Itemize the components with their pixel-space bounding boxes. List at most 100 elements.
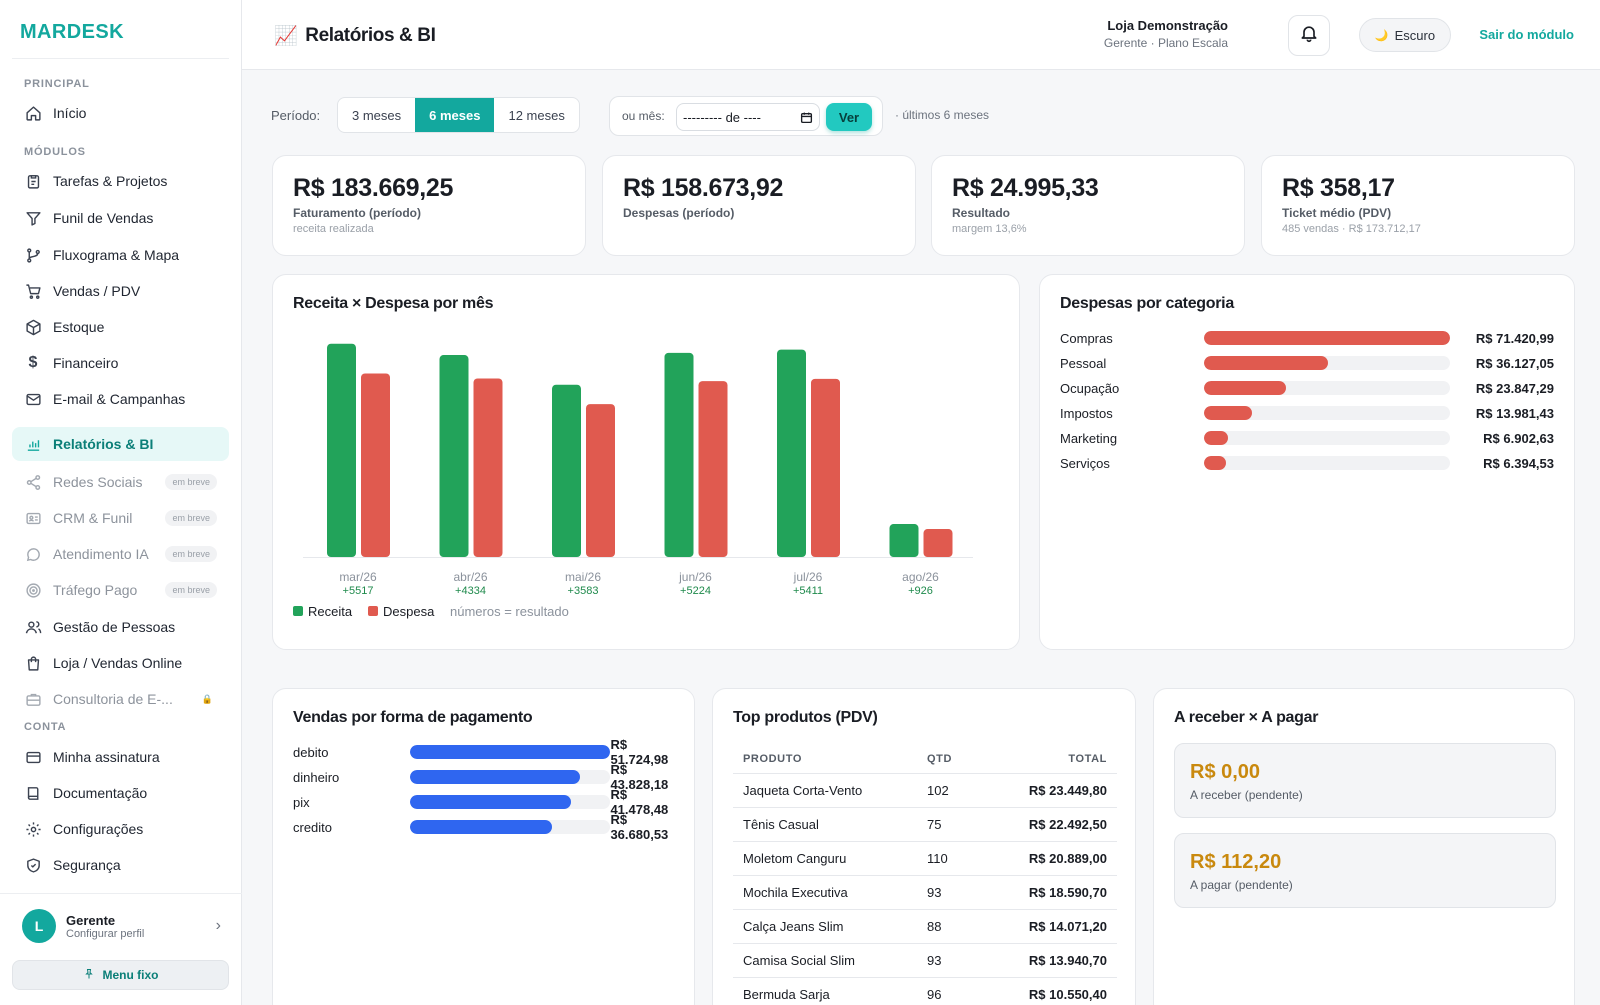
sidebar-item-trafego-pago[interactable]: Tráfego Pago em breve	[12, 573, 229, 607]
coming-soon-badge: em breve	[165, 510, 217, 526]
profile-button[interactable]: L Gerente Configurar perfil ›	[12, 906, 229, 946]
sidebar-item-gestao-pessoas[interactable]: Gestão de Pessoas	[12, 610, 229, 644]
sidebar: MARDESK PRINCIPAL Início MÓDULOS Tarefas…	[0, 0, 242, 1005]
receivables-payables-card: A receber × A pagar R$ 0,00 A receber (p…	[1153, 688, 1575, 1005]
sidebar-item-loja-online[interactable]: Loja / Vendas Online	[12, 646, 229, 680]
dark-mode-toggle[interactable]: 🌙 Escuro	[1359, 18, 1451, 52]
pin-menu-button[interactable]: Menu fixo	[12, 960, 229, 990]
payable-box: R$ 112,20 A pagar (pendente)	[1174, 833, 1556, 908]
brand-logo[interactable]: MARDESK	[20, 21, 124, 43]
sidebar-item-inicio[interactable]: Início	[12, 96, 229, 130]
expenses-category-card: Despesas por categoria Compras R$ 71.420,…	[1039, 274, 1575, 650]
payment-method-value: R$ 51.724,98	[610, 737, 669, 767]
expense-category-row: Impostos R$ 13.981,43	[1060, 404, 1554, 422]
period-selector: 3 meses 6 meses 12 meses	[337, 97, 580, 133]
box-icon	[24, 318, 42, 336]
bell-icon	[1299, 23, 1319, 48]
payment-method-value: R$ 36.680,53	[610, 812, 669, 842]
sidebar-item-label: Estoque	[53, 319, 105, 335]
sidebar-item-relatorios[interactable]: Relatórios & BI	[12, 427, 229, 461]
kpi-sub: receita realizada	[293, 223, 374, 235]
sidebar-item-seguranca[interactable]: Segurança	[12, 848, 229, 874]
sidebar-item-email[interactable]: E-mail & Campanhas	[12, 382, 229, 416]
payment-method-name: pix	[293, 794, 310, 810]
product-name: Moletom Canguru	[733, 840, 927, 875]
chart-result-label: +3583	[568, 585, 599, 597]
sidebar-item-funil[interactable]: Funil de Vendas	[12, 201, 229, 235]
notifications-button[interactable]	[1288, 15, 1330, 56]
sidebar-item-estoque[interactable]: Estoque	[12, 310, 229, 344]
dark-mode-label: Escuro	[1394, 27, 1436, 43]
expense-category-name: Marketing	[1060, 430, 1118, 446]
exit-module-link[interactable]: Sair do módulo	[1479, 27, 1574, 42]
sidebar-item-label: Loja / Vendas Online	[53, 655, 183, 671]
chart-bar-despesa-jun-26	[698, 381, 728, 557]
view-button[interactable]: Ver	[826, 103, 872, 131]
kpi-label: Faturamento (período)	[293, 206, 421, 220]
product-total: R$ 13.940,70	[997, 942, 1117, 977]
table-row[interactable]: Camisa Social Slim 93 R$ 13.940,70	[733, 942, 1117, 977]
chart-title: Receita × Despesa por mês	[293, 295, 494, 312]
kpi-label: Resultado	[952, 206, 1011, 220]
card-title: Top produtos (PDV)	[733, 709, 878, 726]
payment-method-name: dinheiro	[293, 769, 340, 785]
sidebar-item-atendimento-ia[interactable]: Atendimento IA em breve	[12, 537, 229, 571]
table-row[interactable]: Calça Jeans Slim 88 R$ 14.071,20	[733, 908, 1117, 943]
payment-method-row: debito R$ 51.724,98	[293, 737, 674, 767]
chart-x-tick-label: abr/26	[453, 570, 487, 584]
kpi-card-resultado: R$ 24.995,33 Resultado margem 13,6%	[931, 155, 1245, 256]
expense-category-row: Pessoal R$ 36.127,05	[1060, 354, 1554, 372]
chart-bar-receita-jul-26	[777, 349, 806, 557]
period-option-6[interactable]: 6 meses	[415, 98, 495, 132]
chat-icon	[24, 545, 42, 563]
sidebar-item-redes-sociais[interactable]: Redes Sociais em breve	[12, 465, 229, 499]
sidebar-item-crm[interactable]: CRM & Funil em breve	[12, 501, 229, 535]
top-products-table: PRODUTO QTD TOTAL Jaqueta Corta-Vento 102…	[733, 745, 1117, 1005]
page-title-text: Relatórios & BI	[305, 25, 436, 46]
table-row[interactable]: Bermuda Sarja 96 R$ 10.550,40	[733, 976, 1117, 1005]
sidebar-item-fluxograma[interactable]: Fluxograma & Mapa	[12, 238, 229, 272]
expense-category-name: Compras	[1060, 330, 1113, 346]
avatar: L	[22, 909, 56, 943]
expense-category-bar-track	[1204, 331, 1450, 345]
sidebar-item-label: Gestão de Pessoas	[53, 619, 176, 635]
chart-x-tick-label: jun/26	[678, 570, 712, 584]
legend-label-despesa: Despesa	[383, 604, 435, 619]
period-option-12[interactable]: 12 meses	[508, 107, 565, 123]
payment-method-bar	[410, 745, 611, 759]
expense-category-value: R$ 71.420,99	[1475, 330, 1554, 346]
product-total: R$ 18.590,70	[997, 874, 1117, 909]
dollar-icon: $	[28, 354, 38, 371]
sidebar-item-financeiro[interactable]: $ Financeiro	[12, 346, 229, 380]
page-title: 📈 Relatórios & BI	[274, 24, 436, 48]
legend-swatch-receita	[293, 606, 303, 616]
chart-result-label: +5224	[680, 585, 711, 597]
product-qty: 75	[927, 806, 997, 841]
table-row[interactable]: Jaqueta Corta-Vento 102 R$ 23.449,80	[733, 772, 1117, 807]
month-label: ou mês:	[622, 109, 665, 123]
receivable-value: R$ 0,00	[1190, 761, 1261, 783]
product-total: R$ 23.449,80	[997, 772, 1117, 807]
legend-swatch-despesa	[368, 606, 378, 616]
sidebar-item-assinatura[interactable]: Minha assinatura	[12, 740, 229, 774]
month-input[interactable]	[676, 103, 820, 131]
kpi-label: Ticket médio (PDV)	[1282, 206, 1392, 220]
sidebar-item-consultoria[interactable]: Consultoria de E-... 🔒	[12, 682, 229, 716]
chart-bar-receita-mar-26	[327, 343, 356, 557]
payment-method-bar-track	[410, 820, 611, 834]
sidebar-item-configuracoes[interactable]: Configurações	[12, 812, 229, 846]
sidebar-item-vendas-pdv[interactable]: Vendas / PDV	[12, 274, 229, 308]
table-row[interactable]: Tênis Casual 75 R$ 22.492,50	[733, 806, 1117, 841]
expense-category-bar	[1204, 331, 1450, 345]
kpi-value: R$ 358,17	[1282, 174, 1395, 202]
table-row[interactable]: Moletom Canguru 110 R$ 20.889,00	[733, 840, 1117, 875]
period-option-3[interactable]: 3 meses	[352, 107, 402, 123]
sidebar-item-documentacao[interactable]: Documentação	[12, 776, 229, 810]
table-row[interactable]: Mochila Executiva 93 R$ 18.590,70	[733, 874, 1117, 909]
expense-category-value: R$ 6.394,53	[1483, 455, 1554, 471]
expense-category-bar-track	[1204, 431, 1450, 445]
top-products-card: Top produtos (PDV) PRODUTO QTD TOTAL Jaq…	[712, 688, 1136, 1005]
pin-icon	[83, 968, 95, 983]
calendar-icon[interactable]	[800, 111, 813, 129]
sidebar-item-tarefas[interactable]: Tarefas & Projetos	[12, 164, 229, 198]
